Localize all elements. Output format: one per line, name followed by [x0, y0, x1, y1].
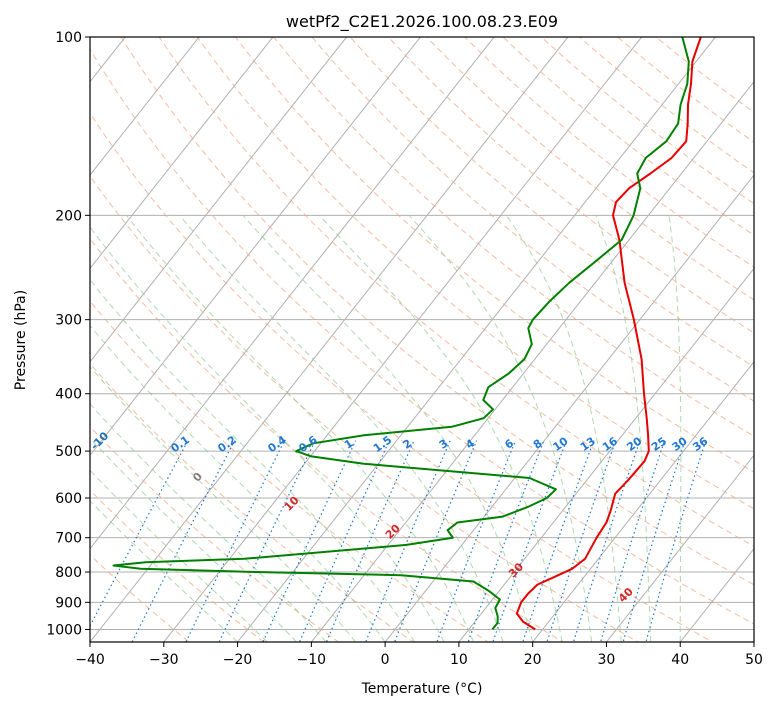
moist-adiabat-line — [90, 469, 268, 642]
isotherm-line — [384, 174, 754, 642]
moist-adiabat-line — [242, 214, 534, 642]
moist-adiabat-line — [90, 500, 238, 642]
isotherm-line — [90, 37, 495, 550]
y-tick-label: 500 — [55, 444, 82, 460]
x-tick-label: 50 — [745, 652, 763, 668]
axes: −40 −30 −20 −10 0 10 20 30 40 50 1000 900 800 700 600 5… — [46, 30, 763, 668]
moist-adiabat-line — [668, 215, 682, 642]
moist-adiabat-line — [595, 215, 652, 642]
x-tick-label: −10 — [297, 652, 327, 668]
mixing-ratio-line — [325, 440, 415, 642]
mixing-ratio-line — [492, 440, 568, 642]
x-tick-label: −30 — [149, 652, 179, 668]
y-tick-label: 1000 — [46, 622, 82, 638]
dewpoint-line — [112, 37, 690, 631]
mixing-ratio-line — [622, 440, 686, 642]
dry-adiabat-line — [502, 37, 754, 236]
mixing-ratio-line — [522, 440, 595, 642]
x-tick-label: 30 — [598, 652, 616, 668]
y-tick-label: 800 — [55, 565, 82, 581]
isotherm-line — [163, 37, 643, 642]
moist-adiabat-line — [318, 214, 563, 642]
isotherm-line — [532, 361, 754, 642]
dry-adiabat-line — [196, 37, 754, 510]
dry-adiabat-line — [90, 112, 714, 642]
moist-adiabat-line — [505, 215, 622, 642]
x-tick-label: −40 — [75, 652, 105, 668]
mixing-ratio-line — [218, 440, 316, 642]
moist-adiabat-line — [90, 437, 297, 642]
y-tick-label: 300 — [55, 313, 82, 329]
isotherm-line — [90, 37, 422, 457]
dry-adiabat-line — [90, 48, 754, 625]
background-lines — [90, 37, 754, 642]
dry-adiabat-line — [90, 175, 639, 642]
mixing-ratio-line — [600, 440, 666, 642]
dry-adiabat-line — [578, 37, 754, 174]
dry-adiabat-line — [234, 37, 754, 473]
y-tick-label: 700 — [55, 531, 82, 547]
moist-adiabat-line — [90, 278, 416, 642]
isotherm-line — [90, 37, 200, 176]
moist-adiabat-line — [126, 214, 475, 642]
isotherm-line — [605, 454, 754, 642]
x-tick-label: 0 — [381, 652, 390, 668]
mixing-ratio-line — [298, 440, 390, 642]
isotherm-line — [90, 37, 569, 642]
x-tick-label: 10 — [450, 652, 468, 668]
x-axis-label: Temperature (°C) — [361, 681, 483, 697]
plot-frame — [89, 36, 755, 643]
y-tick-label: 200 — [55, 208, 82, 224]
x-tick-label: 40 — [671, 652, 689, 668]
dry-adiabat-line — [387, 37, 754, 334]
x-tick-label: 20 — [524, 652, 542, 668]
temperature-line — [515, 37, 702, 631]
y-tick-label: 900 — [55, 595, 82, 611]
y-tick-label: 400 — [55, 387, 82, 403]
mixing-ratio-line — [131, 440, 236, 642]
y-tick-label: 100 — [55, 30, 82, 46]
dry-adiabat-line — [90, 362, 415, 642]
isotherm-line — [90, 37, 348, 363]
isotherm-line — [90, 37, 274, 270]
x-tick-label: −20 — [223, 652, 253, 668]
mixing-ratio-line — [645, 440, 707, 642]
isotherm-line — [236, 37, 717, 642]
moist-adiabat-line — [90, 226, 445, 642]
chart-title: wetPf2_C2E1.2026.100.08.23.E09 — [286, 12, 558, 32]
mixing-ratio-line — [185, 440, 286, 642]
mixing-ratio-line — [572, 440, 641, 642]
mixing-ratio-line — [467, 440, 545, 642]
profile-lines — [112, 37, 702, 631]
dry-adiabat-line — [540, 37, 754, 205]
dry-adiabat-line — [158, 37, 754, 547]
moist-adiabat-line — [179, 214, 504, 642]
dry-adiabat-line — [464, 37, 754, 268]
dry-adiabat-line — [120, 37, 754, 586]
moist-adiabat-line — [90, 403, 327, 642]
moist-adiabat-line — [90, 365, 356, 642]
dry-adiabat-line — [425, 37, 754, 301]
y-axis-label: Pressure (hPa) — [13, 290, 29, 390]
y-tick-label: 600 — [55, 491, 82, 507]
isotherm-line — [458, 267, 754, 642]
mixing-ratio-line — [546, 440, 617, 642]
mixing-ratio-line — [262, 440, 357, 642]
